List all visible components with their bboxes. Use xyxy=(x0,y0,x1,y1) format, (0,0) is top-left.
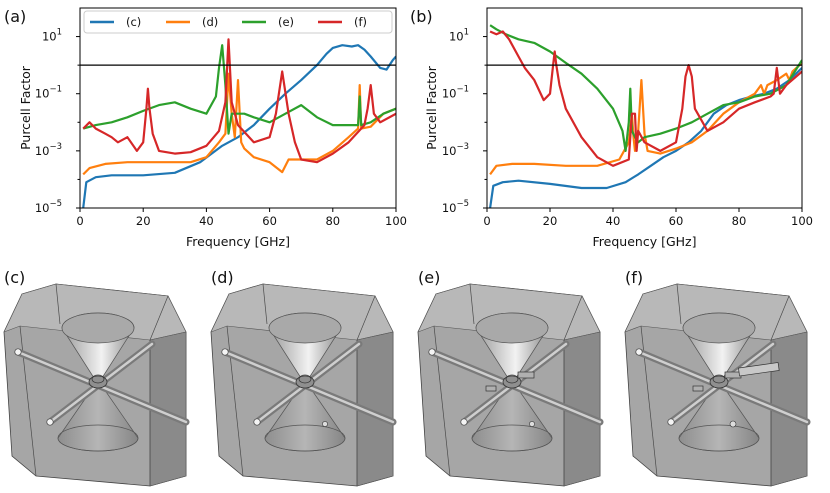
legend-label: (e) xyxy=(278,15,294,29)
x-tick-label: 0 xyxy=(483,214,490,228)
x-tick-label: 80 xyxy=(325,214,340,228)
x-tick-label: 100 xyxy=(385,214,407,228)
series-line-d xyxy=(489,62,802,176)
panel-label: (b) xyxy=(410,7,433,26)
x-tick-label: 20 xyxy=(136,214,151,228)
series-line-e xyxy=(489,24,802,152)
x-tick-label: 20 xyxy=(543,214,558,228)
chart-panel-b: (b) 0 20 40 60 80 100 10−5 10−3 10−1 101 Frequency … xyxy=(410,7,813,249)
series-line-e xyxy=(82,44,396,135)
chart-panel-a: (a) 0 20 40 60 80 100 10−5 10−3 10−1 101 Frequency … xyxy=(4,7,407,249)
x-tick-label: 40 xyxy=(199,214,214,228)
x-tick-label: 100 xyxy=(791,214,813,228)
device-render-c: (c) xyxy=(3,268,190,487)
device-render-d: (d) xyxy=(210,268,397,487)
x-tick-label: 60 xyxy=(262,214,277,228)
series-line-f xyxy=(489,30,802,167)
render-label: (f) xyxy=(625,268,643,287)
x-axis-label: Frequency [GHz] xyxy=(593,234,697,249)
legend-label: (c) xyxy=(126,15,141,29)
panel-label: (a) xyxy=(4,7,26,26)
render-label: (d) xyxy=(211,268,234,287)
y-tick-label: 10−5 xyxy=(442,199,469,215)
legend: (c) (d) (e) (f) xyxy=(83,10,393,34)
y-tick-label: 101 xyxy=(42,28,62,44)
y-tick-label: 10−5 xyxy=(35,199,62,215)
series-line-f xyxy=(82,38,396,164)
plot-frame xyxy=(486,7,803,209)
legend-label: (f) xyxy=(354,15,367,29)
y-tick-label: 10−3 xyxy=(442,142,469,158)
x-tick-label: 80 xyxy=(732,214,747,228)
x-tick-label: 40 xyxy=(606,214,621,228)
device-render-e: (e) xyxy=(417,268,604,487)
y-tick-label: 10−1 xyxy=(442,85,469,101)
plot-frame xyxy=(79,7,397,209)
x-tick-label: 60 xyxy=(669,214,684,228)
y-tick-label: 101 xyxy=(449,28,469,44)
device-render-f: (f) xyxy=(624,268,811,487)
y-axis-label: Purcell Factor xyxy=(424,65,439,150)
legend-label: (d) xyxy=(202,15,218,29)
x-axis-label: Frequency [GHz] xyxy=(186,234,290,249)
y-tick-label: 10−1 xyxy=(35,85,62,101)
x-tick-label: 0 xyxy=(76,214,83,228)
render-label: (c) xyxy=(4,268,25,287)
series-line-c xyxy=(82,44,396,208)
y-axis-label: Purcell Factor xyxy=(18,65,33,150)
y-tick-label: 10−3 xyxy=(35,142,62,158)
render-label: (e) xyxy=(418,268,440,287)
